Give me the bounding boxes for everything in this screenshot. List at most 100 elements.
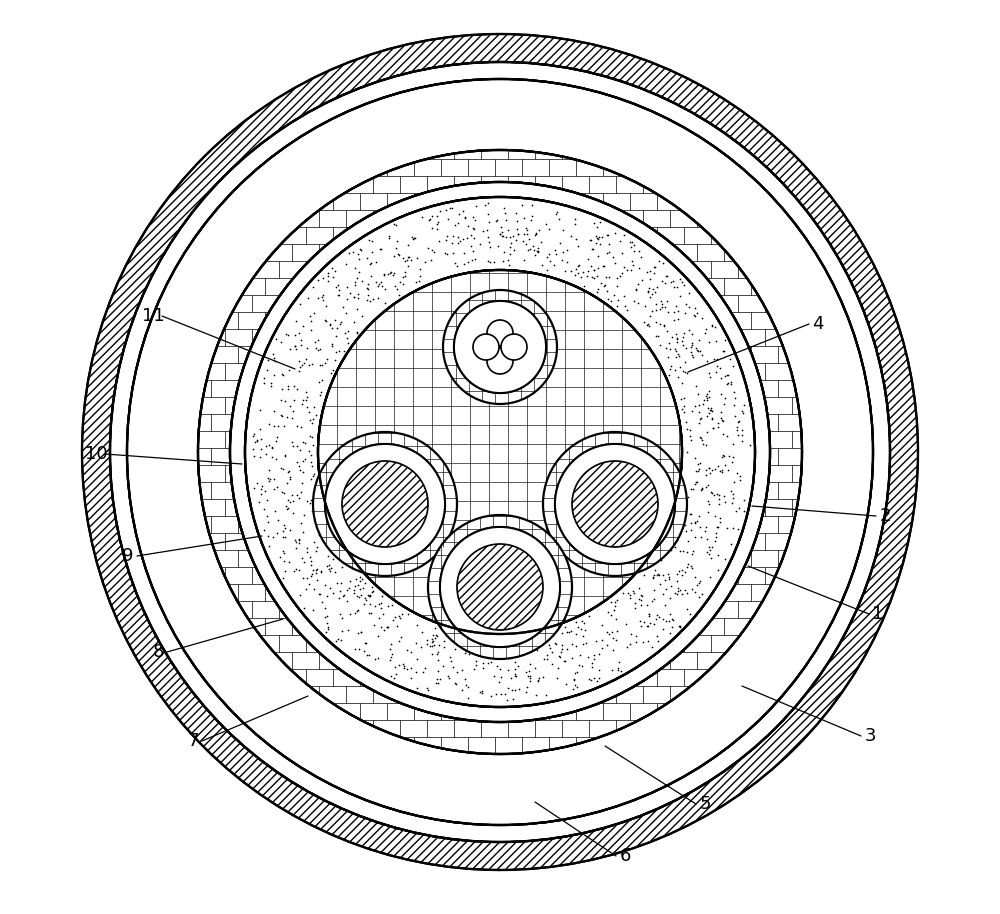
Point xyxy=(691,333,707,347)
Point xyxy=(380,599,396,613)
Point xyxy=(710,547,726,562)
Point xyxy=(546,625,562,640)
Point xyxy=(507,668,523,683)
Point xyxy=(522,668,538,683)
Point xyxy=(704,485,720,500)
Point xyxy=(692,345,708,359)
Point xyxy=(408,274,424,289)
Point xyxy=(508,233,524,248)
Point xyxy=(450,236,466,250)
Point xyxy=(256,523,272,537)
Point xyxy=(305,602,321,617)
Point xyxy=(424,242,440,257)
Point xyxy=(289,454,305,469)
Point xyxy=(422,639,438,654)
Point xyxy=(717,333,733,347)
Point xyxy=(429,647,445,662)
Point xyxy=(291,491,307,505)
Point xyxy=(721,449,737,463)
Point xyxy=(616,289,632,303)
Point xyxy=(306,466,322,481)
Point xyxy=(714,450,730,464)
Point xyxy=(312,494,328,509)
Point xyxy=(665,273,681,288)
Point xyxy=(353,624,369,639)
Point xyxy=(444,236,460,250)
Circle shape xyxy=(440,527,560,647)
Point xyxy=(447,255,463,270)
Point xyxy=(720,376,736,390)
Point xyxy=(554,642,570,656)
Point xyxy=(607,255,623,270)
Point xyxy=(522,241,538,256)
Point xyxy=(594,230,610,245)
Point xyxy=(427,631,443,645)
Point xyxy=(678,415,694,430)
Point xyxy=(293,420,309,434)
Circle shape xyxy=(127,79,873,825)
Point xyxy=(609,271,625,285)
Point xyxy=(706,488,722,503)
Point xyxy=(659,293,675,308)
Point xyxy=(320,273,336,288)
Point xyxy=(586,262,602,277)
Point xyxy=(319,559,335,574)
Point xyxy=(668,326,684,341)
Point xyxy=(591,663,607,677)
Point xyxy=(357,576,373,590)
Point xyxy=(698,520,714,535)
Point xyxy=(682,429,698,443)
Point xyxy=(352,581,368,596)
Point xyxy=(458,678,474,693)
Point xyxy=(322,317,338,332)
Point xyxy=(328,345,344,359)
Point xyxy=(541,638,557,653)
Point xyxy=(345,245,361,260)
Point xyxy=(376,267,392,282)
Point xyxy=(274,484,290,499)
Point xyxy=(563,624,579,639)
Point xyxy=(726,474,742,489)
Point xyxy=(684,326,700,341)
Circle shape xyxy=(313,432,457,576)
Point xyxy=(325,363,341,377)
Point xyxy=(481,632,497,646)
Point xyxy=(723,377,739,391)
Point xyxy=(299,540,315,555)
Point xyxy=(647,285,663,300)
Point xyxy=(480,229,496,244)
Point xyxy=(679,601,695,616)
Point xyxy=(299,571,315,586)
Point xyxy=(371,611,387,625)
Point xyxy=(662,607,678,622)
Point xyxy=(633,589,649,603)
Point xyxy=(353,242,369,257)
Circle shape xyxy=(127,79,873,825)
Point xyxy=(375,607,391,622)
Point xyxy=(383,668,399,683)
Circle shape xyxy=(230,182,770,722)
Point xyxy=(520,242,536,257)
Point xyxy=(510,659,526,674)
Point xyxy=(646,260,662,274)
Point xyxy=(333,576,349,590)
Point xyxy=(273,335,289,350)
Point xyxy=(670,346,686,361)
Circle shape xyxy=(555,444,675,564)
Point xyxy=(680,490,696,505)
Point xyxy=(320,549,336,564)
Point xyxy=(668,515,684,529)
Point xyxy=(554,252,570,267)
Point xyxy=(671,564,687,579)
Point xyxy=(315,292,331,307)
Point xyxy=(670,313,686,327)
Point xyxy=(350,625,366,640)
Point xyxy=(270,513,286,527)
Circle shape xyxy=(318,270,682,634)
Point xyxy=(671,348,687,363)
Point xyxy=(691,398,707,412)
Point xyxy=(304,505,320,519)
Point xyxy=(674,587,690,601)
Point xyxy=(371,277,387,292)
Point xyxy=(309,540,325,555)
